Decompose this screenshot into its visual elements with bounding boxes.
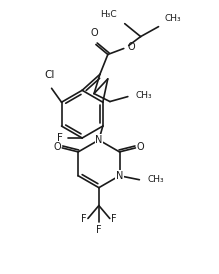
Text: H₃C: H₃C [100,10,117,19]
Text: O: O [128,42,135,52]
Text: O: O [90,28,98,38]
Text: Cl: Cl [44,70,55,80]
Text: F: F [96,226,102,235]
Text: CH₃: CH₃ [147,175,164,184]
Text: O: O [53,142,61,152]
Text: F: F [57,133,63,143]
Text: F: F [81,215,87,224]
Text: F: F [111,215,117,224]
Text: CH₃: CH₃ [136,91,152,100]
Text: O: O [137,142,144,152]
Text: N: N [116,171,123,181]
Text: CH₃: CH₃ [164,14,181,23]
Text: N: N [95,135,102,145]
